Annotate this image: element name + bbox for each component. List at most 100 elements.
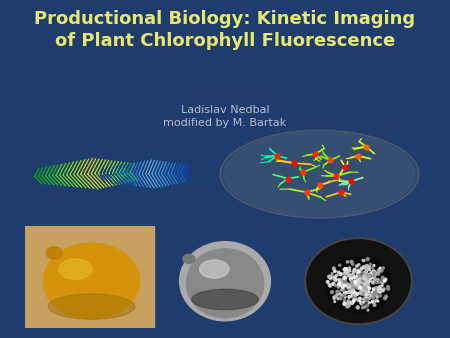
Point — [359, 275, 366, 281]
Point — [358, 288, 365, 294]
Point — [366, 271, 373, 276]
Point — [328, 271, 336, 276]
Point — [376, 284, 383, 290]
Point — [363, 267, 370, 272]
Point — [351, 267, 358, 272]
Point — [366, 275, 373, 281]
Point — [363, 287, 370, 292]
Point — [379, 265, 387, 271]
Point — [356, 282, 363, 287]
Point — [366, 278, 373, 283]
Point — [362, 291, 369, 296]
Point — [350, 287, 357, 293]
Point — [374, 298, 381, 304]
Point — [349, 291, 356, 297]
Point — [378, 287, 385, 293]
Point — [341, 293, 348, 298]
Point — [330, 281, 337, 287]
Point — [341, 267, 348, 272]
Point — [351, 280, 358, 285]
Point — [361, 281, 368, 287]
Point — [349, 287, 356, 292]
Point — [339, 283, 346, 289]
Point — [351, 266, 359, 272]
Point — [364, 273, 371, 279]
Point — [365, 292, 373, 298]
Point — [359, 301, 366, 307]
Point — [335, 277, 342, 283]
Point — [350, 299, 357, 304]
Point — [360, 292, 367, 297]
Point — [358, 281, 365, 287]
Point — [384, 284, 392, 290]
Point — [377, 266, 384, 271]
Point — [338, 293, 345, 298]
Point — [356, 269, 364, 274]
Point — [351, 293, 358, 298]
Point — [360, 300, 367, 305]
Point — [352, 276, 360, 282]
Point — [331, 268, 338, 274]
Point — [343, 283, 350, 289]
Point — [350, 289, 357, 295]
Point — [370, 289, 377, 295]
Point — [346, 273, 354, 279]
Point — [341, 281, 348, 287]
Point — [341, 301, 348, 307]
Point — [353, 275, 360, 281]
Point — [330, 266, 338, 271]
Point — [360, 285, 368, 291]
Point — [347, 289, 355, 295]
Point — [342, 275, 349, 281]
Point — [358, 300, 365, 306]
Point — [371, 276, 378, 282]
Point — [327, 275, 334, 280]
Point — [371, 276, 378, 282]
Point — [338, 280, 345, 285]
Point — [374, 294, 381, 299]
Point — [342, 269, 350, 274]
Point — [376, 279, 383, 284]
Point — [365, 289, 372, 294]
Point — [375, 279, 382, 285]
Point — [363, 287, 370, 292]
Point — [349, 262, 356, 267]
Point — [362, 270, 369, 275]
Point — [347, 284, 354, 289]
Point — [375, 288, 382, 293]
Point — [363, 282, 370, 287]
Point — [363, 288, 370, 293]
Point — [374, 278, 382, 284]
Point — [363, 292, 370, 297]
Point — [355, 269, 362, 274]
Point — [369, 280, 377, 285]
Point — [348, 293, 356, 299]
Point — [351, 274, 358, 280]
Point — [331, 296, 338, 301]
Point — [371, 290, 378, 295]
Point — [352, 296, 360, 302]
Point — [366, 296, 373, 301]
Point — [356, 275, 363, 280]
Point — [377, 266, 384, 271]
Point — [359, 258, 366, 263]
Point — [370, 271, 378, 276]
Point — [364, 297, 371, 303]
Point — [344, 259, 351, 265]
Point — [366, 264, 373, 269]
Point — [356, 278, 363, 283]
Point — [328, 275, 335, 281]
Point — [346, 268, 353, 273]
Point — [358, 283, 365, 288]
Point — [341, 290, 348, 296]
Point — [349, 283, 356, 288]
Point — [373, 298, 380, 303]
Point — [373, 286, 380, 291]
Point — [349, 290, 356, 295]
Point — [381, 278, 388, 284]
Point — [344, 290, 351, 295]
Point — [336, 263, 343, 268]
Point — [345, 272, 352, 278]
Point — [342, 274, 349, 280]
Point — [354, 281, 361, 287]
